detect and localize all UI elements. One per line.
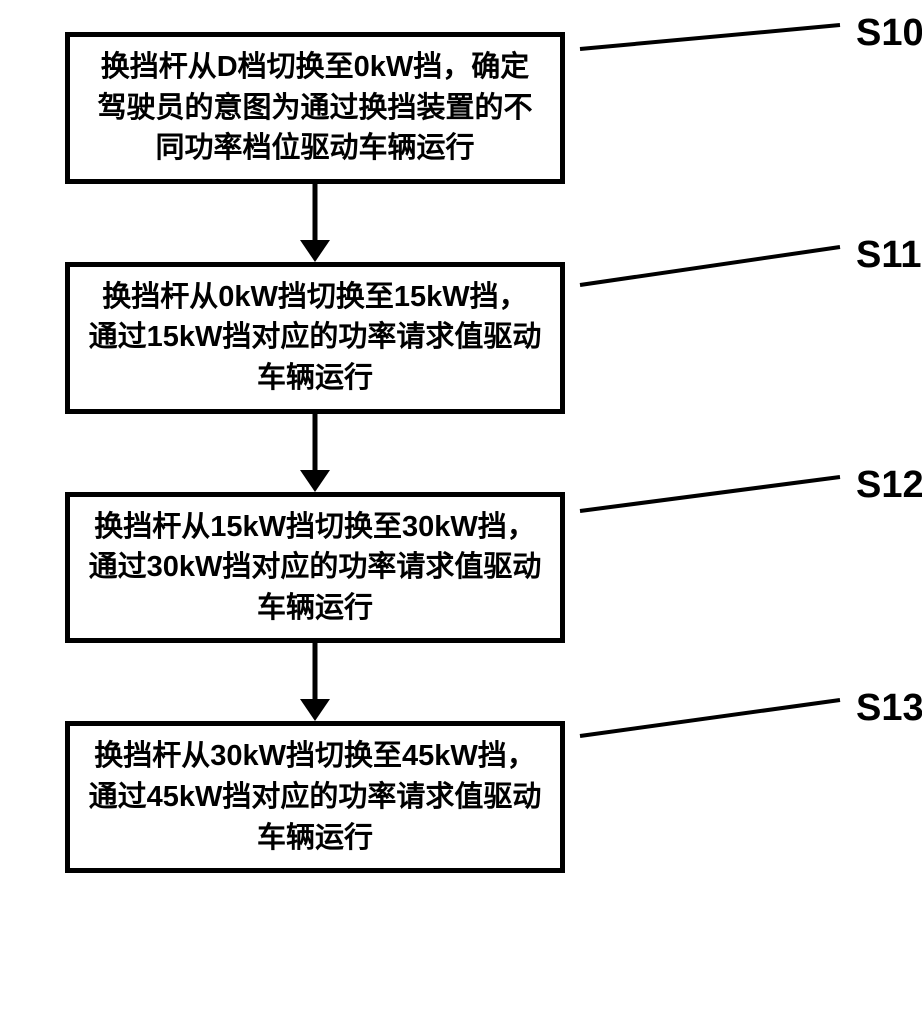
flow-node-s11: 换挡杆从0kW挡切换至15kW挡，通过15kW挡对应的功率请求值驱动车辆运行 S…	[65, 262, 565, 414]
flow-node-text: 换挡杆从D档切换至0kW挡，确定驾驶员的意图为通过换挡装置的不同功率档位驱动车辆…	[88, 47, 542, 169]
flow-arrow	[65, 414, 565, 492]
flow-arrow	[65, 184, 565, 262]
flow-node-s13: 换挡杆从30kW挡切换至45kW挡，通过45kW挡对应的功率请求值驱动车辆运行 …	[65, 721, 565, 873]
flow-node-text: 换挡杆从15kW挡切换至30kW挡，通过30kW挡对应的功率请求值驱动车辆运行	[88, 507, 542, 629]
flow-node-s10: 换挡杆从D档切换至0kW挡，确定驾驶员的意图为通过换挡装置的不同功率档位驱动车辆…	[65, 32, 565, 184]
leader-line	[578, 698, 842, 738]
step-label-s12: S12	[856, 459, 922, 512]
leader-line	[578, 23, 842, 51]
leader-line	[578, 475, 842, 513]
step-label-s13: S13	[856, 682, 922, 735]
flow-arrow	[65, 643, 565, 721]
flow-node-text: 换挡杆从30kW挡切换至45kW挡，通过45kW挡对应的功率请求值驱动车辆运行	[88, 736, 542, 858]
step-label-s10: S10	[856, 7, 922, 60]
flow-node-s12: 换挡杆从15kW挡切换至30kW挡，通过30kW挡对应的功率请求值驱动车辆运行 …	[65, 492, 565, 644]
flowchart: 换挡杆从D档切换至0kW挡，确定驾驶员的意图为通过换挡装置的不同功率档位驱动车辆…	[65, 32, 865, 873]
leader-line	[578, 245, 842, 287]
flow-node-text: 换挡杆从0kW挡切换至15kW挡，通过15kW挡对应的功率请求值驱动车辆运行	[88, 277, 542, 399]
step-label-s11: S11	[856, 229, 922, 282]
